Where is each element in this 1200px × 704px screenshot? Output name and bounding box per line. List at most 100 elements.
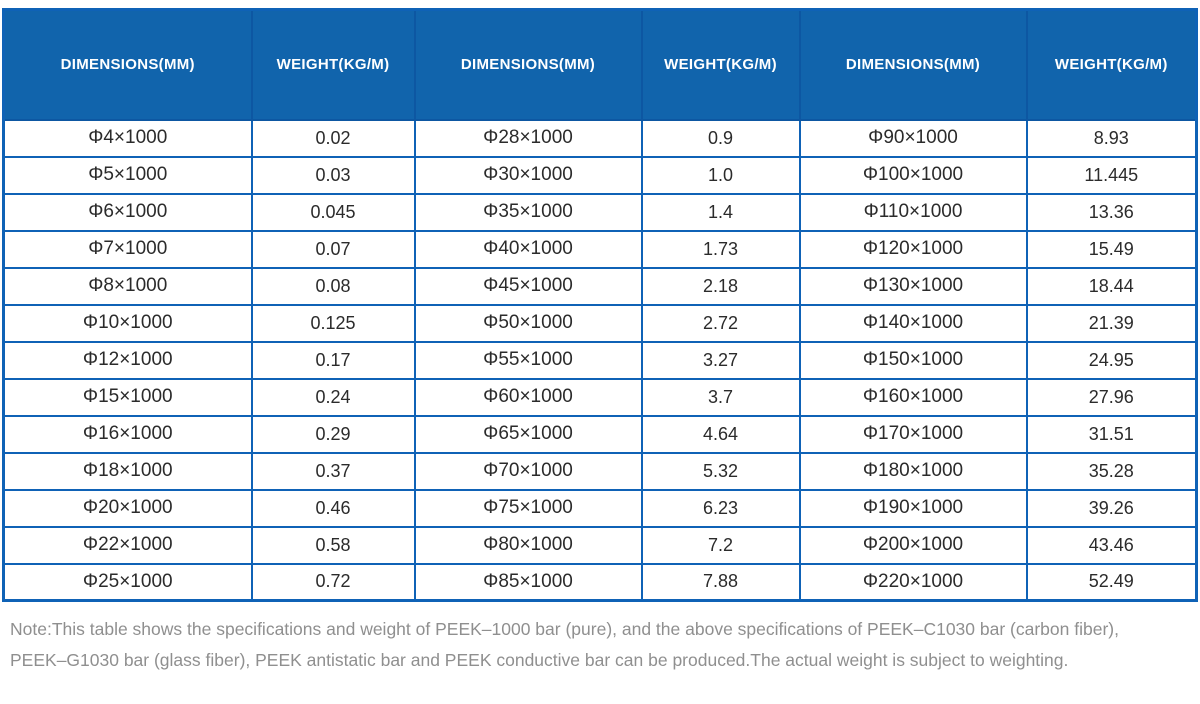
table-row: Φ5×1000 0.03 Φ30×1000 1.0 Φ100×1000 11.445 xyxy=(2,155,1198,195)
cell-weight: 0.08 xyxy=(250,266,416,306)
cell-weight: 21.39 xyxy=(1025,303,1198,343)
cell-weight: 0.37 xyxy=(250,451,416,491)
table-header-row: DIMENSIONS(MM) WEIGHT(KG/M) DIMENSIONS(MM)… xyxy=(2,8,1198,121)
spec-weight-table: DIMENSIONS(MM) WEIGHT(KG/M) DIMENSIONS(MM)… xyxy=(2,8,1198,602)
cell-weight: 0.07 xyxy=(250,229,416,269)
table-row: Φ18×1000 0.37 Φ70×1000 5.32 Φ180×1000 35.28 xyxy=(2,451,1198,491)
cell-dimensions: Φ50×1000 xyxy=(413,303,643,343)
cell-weight: 0.17 xyxy=(250,340,416,380)
table-row: Φ20×1000 0.46 Φ75×1000 6.23 Φ190×1000 39.26 xyxy=(2,488,1198,528)
cell-weight: 0.24 xyxy=(250,377,416,417)
table-body: Φ4×1000 0.02 Φ28×1000 0.9 Φ90×1000 8.93 Φ5×100… xyxy=(2,118,1198,602)
cell-weight: 0.02 xyxy=(250,118,416,158)
table-row: Φ15×1000 0.24 Φ60×1000 3.7 Φ160×1000 27.96 xyxy=(2,377,1198,417)
table-row: Φ6×1000 0.045 Φ35×1000 1.4 Φ110×1000 13.36 xyxy=(2,192,1198,232)
cell-dimensions: Φ30×1000 xyxy=(413,155,643,195)
cell-dimensions: Φ40×1000 xyxy=(413,229,643,269)
cell-weight: 1.0 xyxy=(640,155,801,195)
cell-dimensions: Φ25×1000 xyxy=(2,562,253,602)
cell-weight: 1.73 xyxy=(640,229,801,269)
header-dimensions: DIMENSIONS(MM) xyxy=(798,8,1028,121)
cell-dimensions: Φ100×1000 xyxy=(798,155,1028,195)
header-weight: WEIGHT(KG/M) xyxy=(1025,8,1198,121)
cell-dimensions: Φ80×1000 xyxy=(413,525,643,565)
table-row: Φ4×1000 0.02 Φ28×1000 0.9 Φ90×1000 8.93 xyxy=(2,118,1198,158)
page: DIMENSIONS(MM) WEIGHT(KG/M) DIMENSIONS(MM)… xyxy=(2,8,1198,676)
cell-dimensions: Φ8×1000 xyxy=(2,266,253,306)
cell-dimensions: Φ180×1000 xyxy=(798,451,1028,491)
table-row: Φ8×1000 0.08 Φ45×1000 2.18 Φ130×1000 18.44 xyxy=(2,266,1198,306)
cell-weight: 31.51 xyxy=(1025,414,1198,454)
cell-weight: 7.2 xyxy=(640,525,801,565)
header-dimensions: DIMENSIONS(MM) xyxy=(413,8,643,121)
cell-weight: 27.96 xyxy=(1025,377,1198,417)
cell-dimensions: Φ170×1000 xyxy=(798,414,1028,454)
cell-dimensions: Φ7×1000 xyxy=(2,229,253,269)
cell-weight: 3.7 xyxy=(640,377,801,417)
cell-dimensions: Φ130×1000 xyxy=(798,266,1028,306)
cell-weight: 0.72 xyxy=(250,562,416,602)
cell-dimensions: Φ20×1000 xyxy=(2,488,253,528)
cell-weight: 0.58 xyxy=(250,525,416,565)
cell-weight: 2.72 xyxy=(640,303,801,343)
cell-weight: 18.44 xyxy=(1025,266,1198,306)
cell-dimensions: Φ28×1000 xyxy=(413,118,643,158)
cell-dimensions: Φ12×1000 xyxy=(2,340,253,380)
cell-dimensions: Φ55×1000 xyxy=(413,340,643,380)
table-row: Φ10×1000 0.125 Φ50×1000 2.72 Φ140×1000 21.39 xyxy=(2,303,1198,343)
cell-weight: 1.4 xyxy=(640,192,801,232)
cell-dimensions: Φ65×1000 xyxy=(413,414,643,454)
cell-dimensions: Φ140×1000 xyxy=(798,303,1028,343)
cell-dimensions: Φ4×1000 xyxy=(2,118,253,158)
cell-dimensions: Φ18×1000 xyxy=(2,451,253,491)
cell-dimensions: Φ60×1000 xyxy=(413,377,643,417)
cell-weight: 13.36 xyxy=(1025,192,1198,232)
cell-weight: 24.95 xyxy=(1025,340,1198,380)
cell-dimensions: Φ5×1000 xyxy=(2,155,253,195)
table-row: Φ16×1000 0.29 Φ65×1000 4.64 Φ170×1000 31.51 xyxy=(2,414,1198,454)
cell-weight: 5.32 xyxy=(640,451,801,491)
cell-dimensions: Φ6×1000 xyxy=(2,192,253,232)
cell-dimensions: Φ220×1000 xyxy=(798,562,1028,602)
note-line-2: PEEK–G1030 bar (glass fiber), PEEK antis… xyxy=(10,650,1069,670)
header-weight: WEIGHT(KG/M) xyxy=(640,8,801,121)
cell-dimensions: Φ45×1000 xyxy=(413,266,643,306)
cell-weight: 3.27 xyxy=(640,340,801,380)
cell-dimensions: Φ110×1000 xyxy=(798,192,1028,232)
cell-dimensions: Φ10×1000 xyxy=(2,303,253,343)
cell-weight: 0.29 xyxy=(250,414,416,454)
table-row: Φ7×1000 0.07 Φ40×1000 1.73 Φ120×1000 15.49 xyxy=(2,229,1198,269)
cell-weight: 8.93 xyxy=(1025,118,1198,158)
header-weight: WEIGHT(KG/M) xyxy=(250,8,416,121)
cell-dimensions: Φ75×1000 xyxy=(413,488,643,528)
cell-dimensions: Φ190×1000 xyxy=(798,488,1028,528)
cell-weight: 43.46 xyxy=(1025,525,1198,565)
table-row: Φ22×1000 0.58 Φ80×1000 7.2 Φ200×1000 43.46 xyxy=(2,525,1198,565)
cell-dimensions: Φ90×1000 xyxy=(798,118,1028,158)
cell-weight: 52.49 xyxy=(1025,562,1198,602)
cell-dimensions: Φ15×1000 xyxy=(2,377,253,417)
cell-dimensions: Φ70×1000 xyxy=(413,451,643,491)
table-row: Φ12×1000 0.17 Φ55×1000 3.27 Φ150×1000 24.95 xyxy=(2,340,1198,380)
cell-dimensions: Φ150×1000 xyxy=(798,340,1028,380)
cell-weight: 4.64 xyxy=(640,414,801,454)
cell-dimensions: Φ85×1000 xyxy=(413,562,643,602)
cell-weight: 11.445 xyxy=(1025,155,1198,195)
cell-weight: 0.045 xyxy=(250,192,416,232)
table-row: Φ25×1000 0.72 Φ85×1000 7.88 Φ220×1000 52.49 xyxy=(2,562,1198,602)
cell-dimensions: Φ22×1000 xyxy=(2,525,253,565)
cell-dimensions: Φ200×1000 xyxy=(798,525,1028,565)
cell-weight: 35.28 xyxy=(1025,451,1198,491)
cell-weight: 2.18 xyxy=(640,266,801,306)
cell-dimensions: Φ120×1000 xyxy=(798,229,1028,269)
cell-weight: 0.125 xyxy=(250,303,416,343)
note-line-1: Note:This table shows the specifications… xyxy=(10,619,1119,639)
cell-weight: 15.49 xyxy=(1025,229,1198,269)
cell-weight: 0.46 xyxy=(250,488,416,528)
cell-dimensions: Φ16×1000 xyxy=(2,414,253,454)
cell-weight: 6.23 xyxy=(640,488,801,528)
cell-dimensions: Φ35×1000 xyxy=(413,192,643,232)
table-note: Note:This table shows the specifications… xyxy=(10,614,1196,676)
cell-weight: 0.03 xyxy=(250,155,416,195)
cell-weight: 39.26 xyxy=(1025,488,1198,528)
